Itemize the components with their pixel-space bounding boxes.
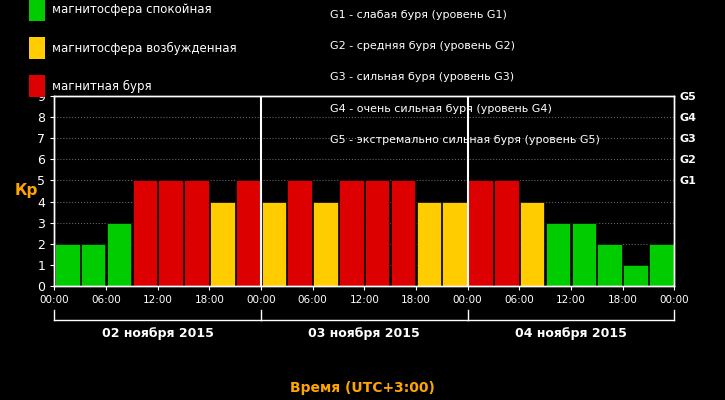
Bar (417, 202, 441, 286)
Bar (624, 265, 647, 286)
Bar (571, 223, 596, 286)
Bar (236, 180, 260, 286)
Text: 03 ноября 2015: 03 ноября 2015 (308, 328, 420, 340)
Bar (391, 180, 415, 286)
Text: G4 - очень сильная буря (уровень G4): G4 - очень сильная буря (уровень G4) (330, 104, 552, 114)
Bar (468, 180, 493, 286)
Text: G3 - сильная буря (уровень G3): G3 - сильная буря (уровень G3) (330, 72, 514, 82)
Bar (442, 202, 467, 286)
Bar (262, 202, 286, 286)
Text: магнитосфера спокойная: магнитосфера спокойная (52, 4, 212, 16)
Text: магнитная буря: магнитная буря (52, 80, 152, 92)
Bar (546, 223, 571, 286)
Bar (288, 180, 312, 286)
Bar (339, 180, 364, 286)
Text: 04 ноября 2015: 04 ноября 2015 (515, 328, 627, 340)
Y-axis label: Кр: Кр (14, 184, 38, 198)
Bar (365, 180, 389, 286)
Bar (133, 180, 157, 286)
Bar (107, 223, 131, 286)
Text: Время (UTC+3:00): Время (UTC+3:00) (290, 381, 435, 395)
Text: G5 - экстремально сильная буря (уровень G5): G5 - экстремально сильная буря (уровень … (330, 135, 600, 145)
Bar (494, 180, 518, 286)
Bar (184, 180, 209, 286)
Text: G2 - средняя буря (уровень G2): G2 - средняя буря (уровень G2) (330, 41, 515, 51)
Bar (55, 244, 80, 286)
Bar (313, 202, 338, 286)
Text: магнитосфера возбужденная: магнитосфера возбужденная (52, 42, 237, 54)
Bar (649, 244, 674, 286)
Bar (158, 180, 183, 286)
Bar (597, 244, 622, 286)
Text: 02 ноября 2015: 02 ноября 2015 (102, 328, 214, 340)
Text: G1 - слабая буря (уровень G1): G1 - слабая буря (уровень G1) (330, 10, 507, 20)
Bar (520, 202, 544, 286)
Bar (210, 202, 234, 286)
Bar (81, 244, 105, 286)
